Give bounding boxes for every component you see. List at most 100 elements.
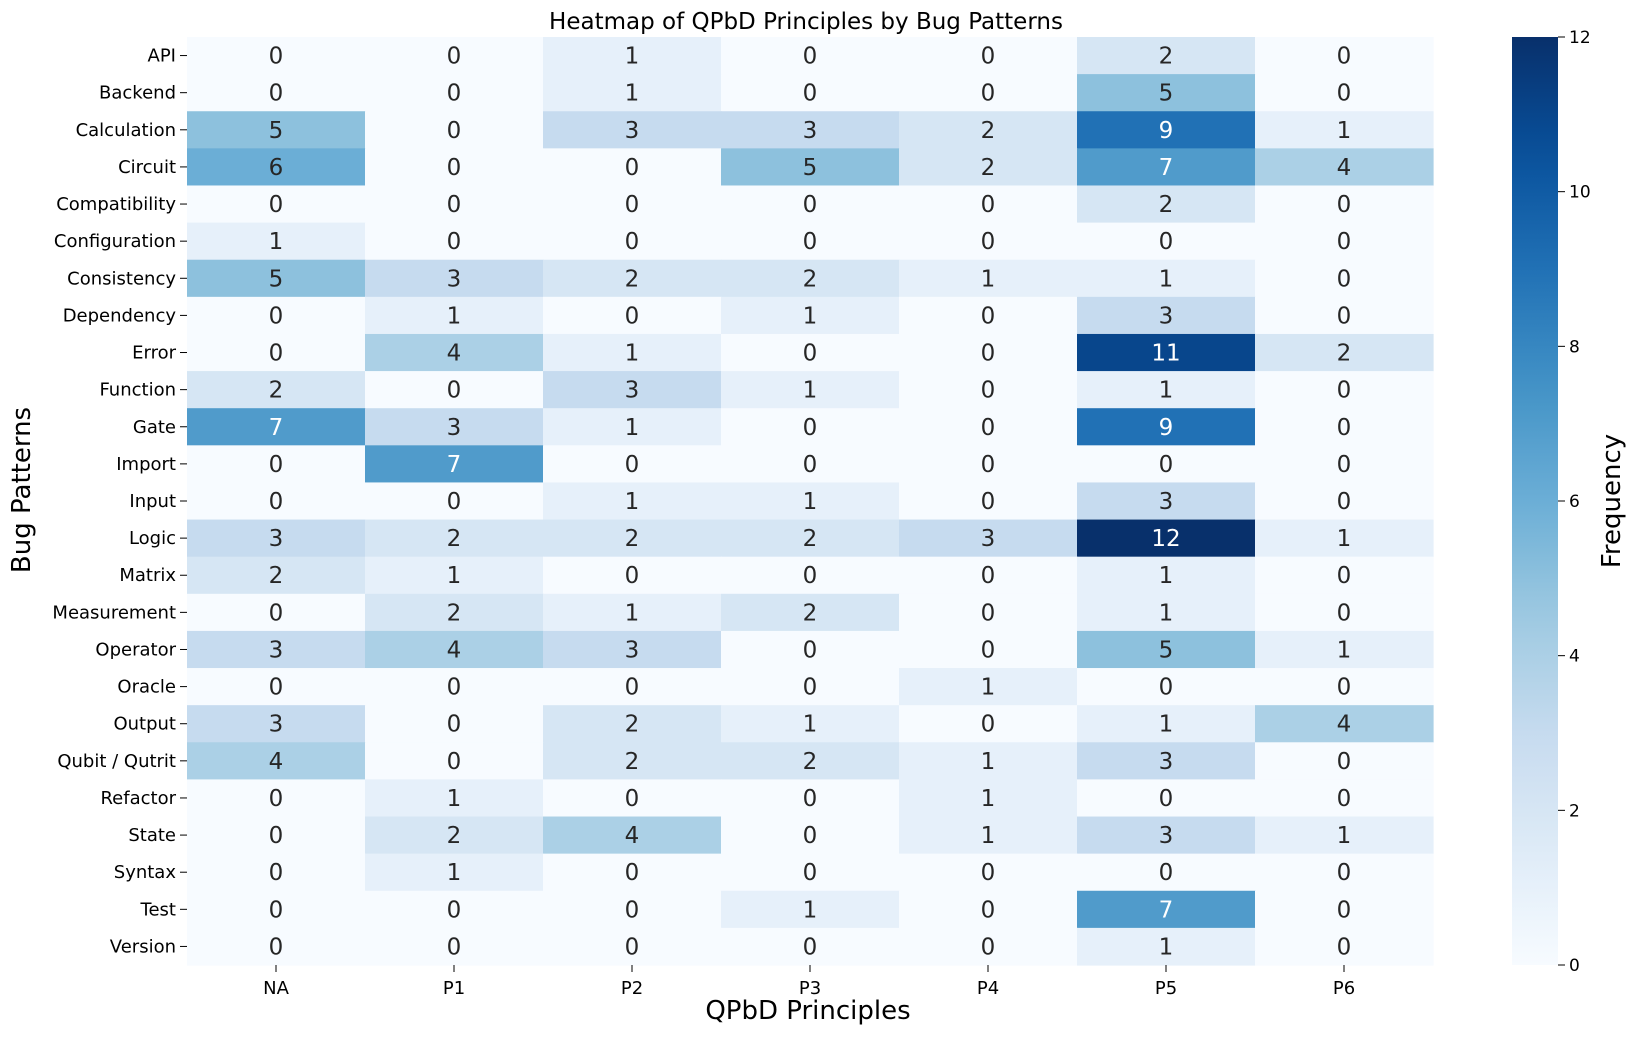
heatmap-cell: [365, 482, 544, 521]
cell-value-label: 0: [269, 897, 284, 923]
cell-value-label: 0: [447, 118, 462, 144]
cell-value-label: 0: [981, 303, 996, 329]
cell-value-label: 9: [1159, 415, 1174, 441]
cell-value-label: 12: [1151, 526, 1180, 552]
heatmap-cell: [1255, 185, 1434, 224]
cell-value-label: 1: [981, 266, 996, 292]
colorbar-gradient: [1512, 37, 1558, 965]
cell-value-label: 0: [625, 303, 640, 329]
cell-value-label: 0: [447, 712, 462, 738]
cell-value-label: 0: [447, 934, 462, 960]
cell-value-label: 5: [1159, 637, 1174, 663]
heatmap-cell: [1255, 445, 1434, 484]
heatmap-cell: [721, 148, 900, 187]
cell-value-label: 2: [1337, 341, 1352, 367]
heatmap-cell: [1077, 927, 1256, 966]
heatmap-cell: [543, 630, 722, 669]
heatmap-cell: [1255, 705, 1434, 743]
heatmap-cell: [1077, 519, 1256, 558]
chart-title: Heatmap of QPbD Principles by Bug Patter…: [549, 9, 1063, 35]
heatmap-cell: [721, 37, 900, 75]
heatmap-cell: [1255, 556, 1434, 595]
heatmap-cell: [721, 742, 900, 780]
heatmap-cell: [1255, 408, 1434, 446]
y-tick-label: Qubit / Qutrit: [57, 751, 176, 772]
cell-value-label: 0: [1337, 415, 1352, 441]
x-tick-label: P4: [977, 978, 999, 999]
heatmap-cell: [187, 371, 366, 409]
heatmap-cell: [543, 668, 722, 706]
heatmap-cell: [543, 74, 722, 112]
cell-value-label: 0: [269, 934, 284, 960]
y-tick-label: Matrix: [119, 565, 176, 586]
y-tick-label: Syntax: [114, 862, 177, 883]
cell-value-label: 0: [803, 81, 818, 107]
cell-value-label: 0: [981, 452, 996, 478]
cell-value-label: 2: [447, 823, 462, 849]
heatmap-cell: [1077, 779, 1256, 818]
cell-value-label: 2: [625, 526, 640, 552]
heatmap-cell: [187, 853, 366, 892]
y-tick-label: Input: [129, 491, 176, 512]
heatmap-cell: [187, 482, 366, 521]
heatmap-cell: [721, 519, 900, 558]
heatmap-cell: [187, 593, 366, 632]
heatmap-cell: [899, 148, 1078, 187]
heatmap-cell: [1077, 74, 1256, 112]
cell-value-label: 0: [803, 860, 818, 886]
heatmap-cell: [1255, 816, 1434, 855]
heatmap-cell: [1255, 668, 1434, 706]
y-tick-label: Error: [132, 343, 176, 364]
cell-value-label: 0: [269, 675, 284, 701]
heatmap-cell: [721, 630, 900, 669]
cell-value-label: 0: [981, 897, 996, 923]
colorbar: 0 2 4 6 8 10 12: [1512, 28, 1591, 976]
cell-value-label: 1: [981, 786, 996, 812]
cell-value-label: 3: [447, 266, 462, 292]
cell-value-label: 1: [625, 489, 640, 515]
cell-value-label: 0: [625, 897, 640, 923]
heatmap-cell: [721, 111, 900, 149]
heatmap-cell: [1255, 371, 1434, 409]
heatmap-cell: [365, 185, 544, 224]
heatmap-cell: [187, 705, 366, 743]
heatmap-cell: [1077, 408, 1256, 446]
heatmap-cell: [1077, 37, 1256, 75]
heatmap-cell: [365, 148, 544, 187]
heatmap-cell: [543, 853, 722, 892]
cell-value-label: 0: [1337, 675, 1352, 701]
heatmap-cell: [1255, 37, 1434, 75]
heatmap-cell: [899, 816, 1078, 855]
x-tick-label: P5: [1155, 978, 1177, 999]
cell-value-label: 2: [1159, 44, 1174, 70]
heatmap-cell: [365, 111, 544, 149]
heatmap-cell: [543, 890, 722, 929]
heatmap-cell: [1077, 556, 1256, 595]
heatmap-cell: [187, 890, 366, 929]
cell-value-label: 7: [447, 452, 462, 478]
cell-value-label: 2: [981, 155, 996, 181]
heatmap-cell: [899, 259, 1078, 298]
cell-value-label: 1: [981, 749, 996, 775]
cell-value-label: 0: [447, 489, 462, 515]
cell-value-label: 0: [803, 341, 818, 367]
cell-value-label: 0: [447, 378, 462, 404]
heatmap-cell: [899, 222, 1078, 261]
heatmap-cell: [365, 296, 544, 335]
x-tick-label: P6: [1333, 978, 1355, 999]
cell-value-label: 0: [269, 600, 284, 626]
heatmap-cell: [1255, 296, 1434, 335]
heatmap-cell: [899, 111, 1078, 149]
heatmap-cell: [187, 630, 366, 669]
cell-value-label: 1: [1159, 266, 1174, 292]
heatmap-cell: [187, 111, 366, 149]
cell-value-label: 0: [1337, 452, 1352, 478]
heatmap-cells: [187, 37, 1434, 966]
heatmap-cell: [543, 705, 722, 743]
heatmap-cell: [187, 742, 366, 780]
cell-value-label: 0: [625, 786, 640, 812]
heatmap-cell: [1255, 74, 1434, 112]
heatmap-cell: [187, 445, 366, 484]
cell-value-label: 1: [625, 415, 640, 441]
